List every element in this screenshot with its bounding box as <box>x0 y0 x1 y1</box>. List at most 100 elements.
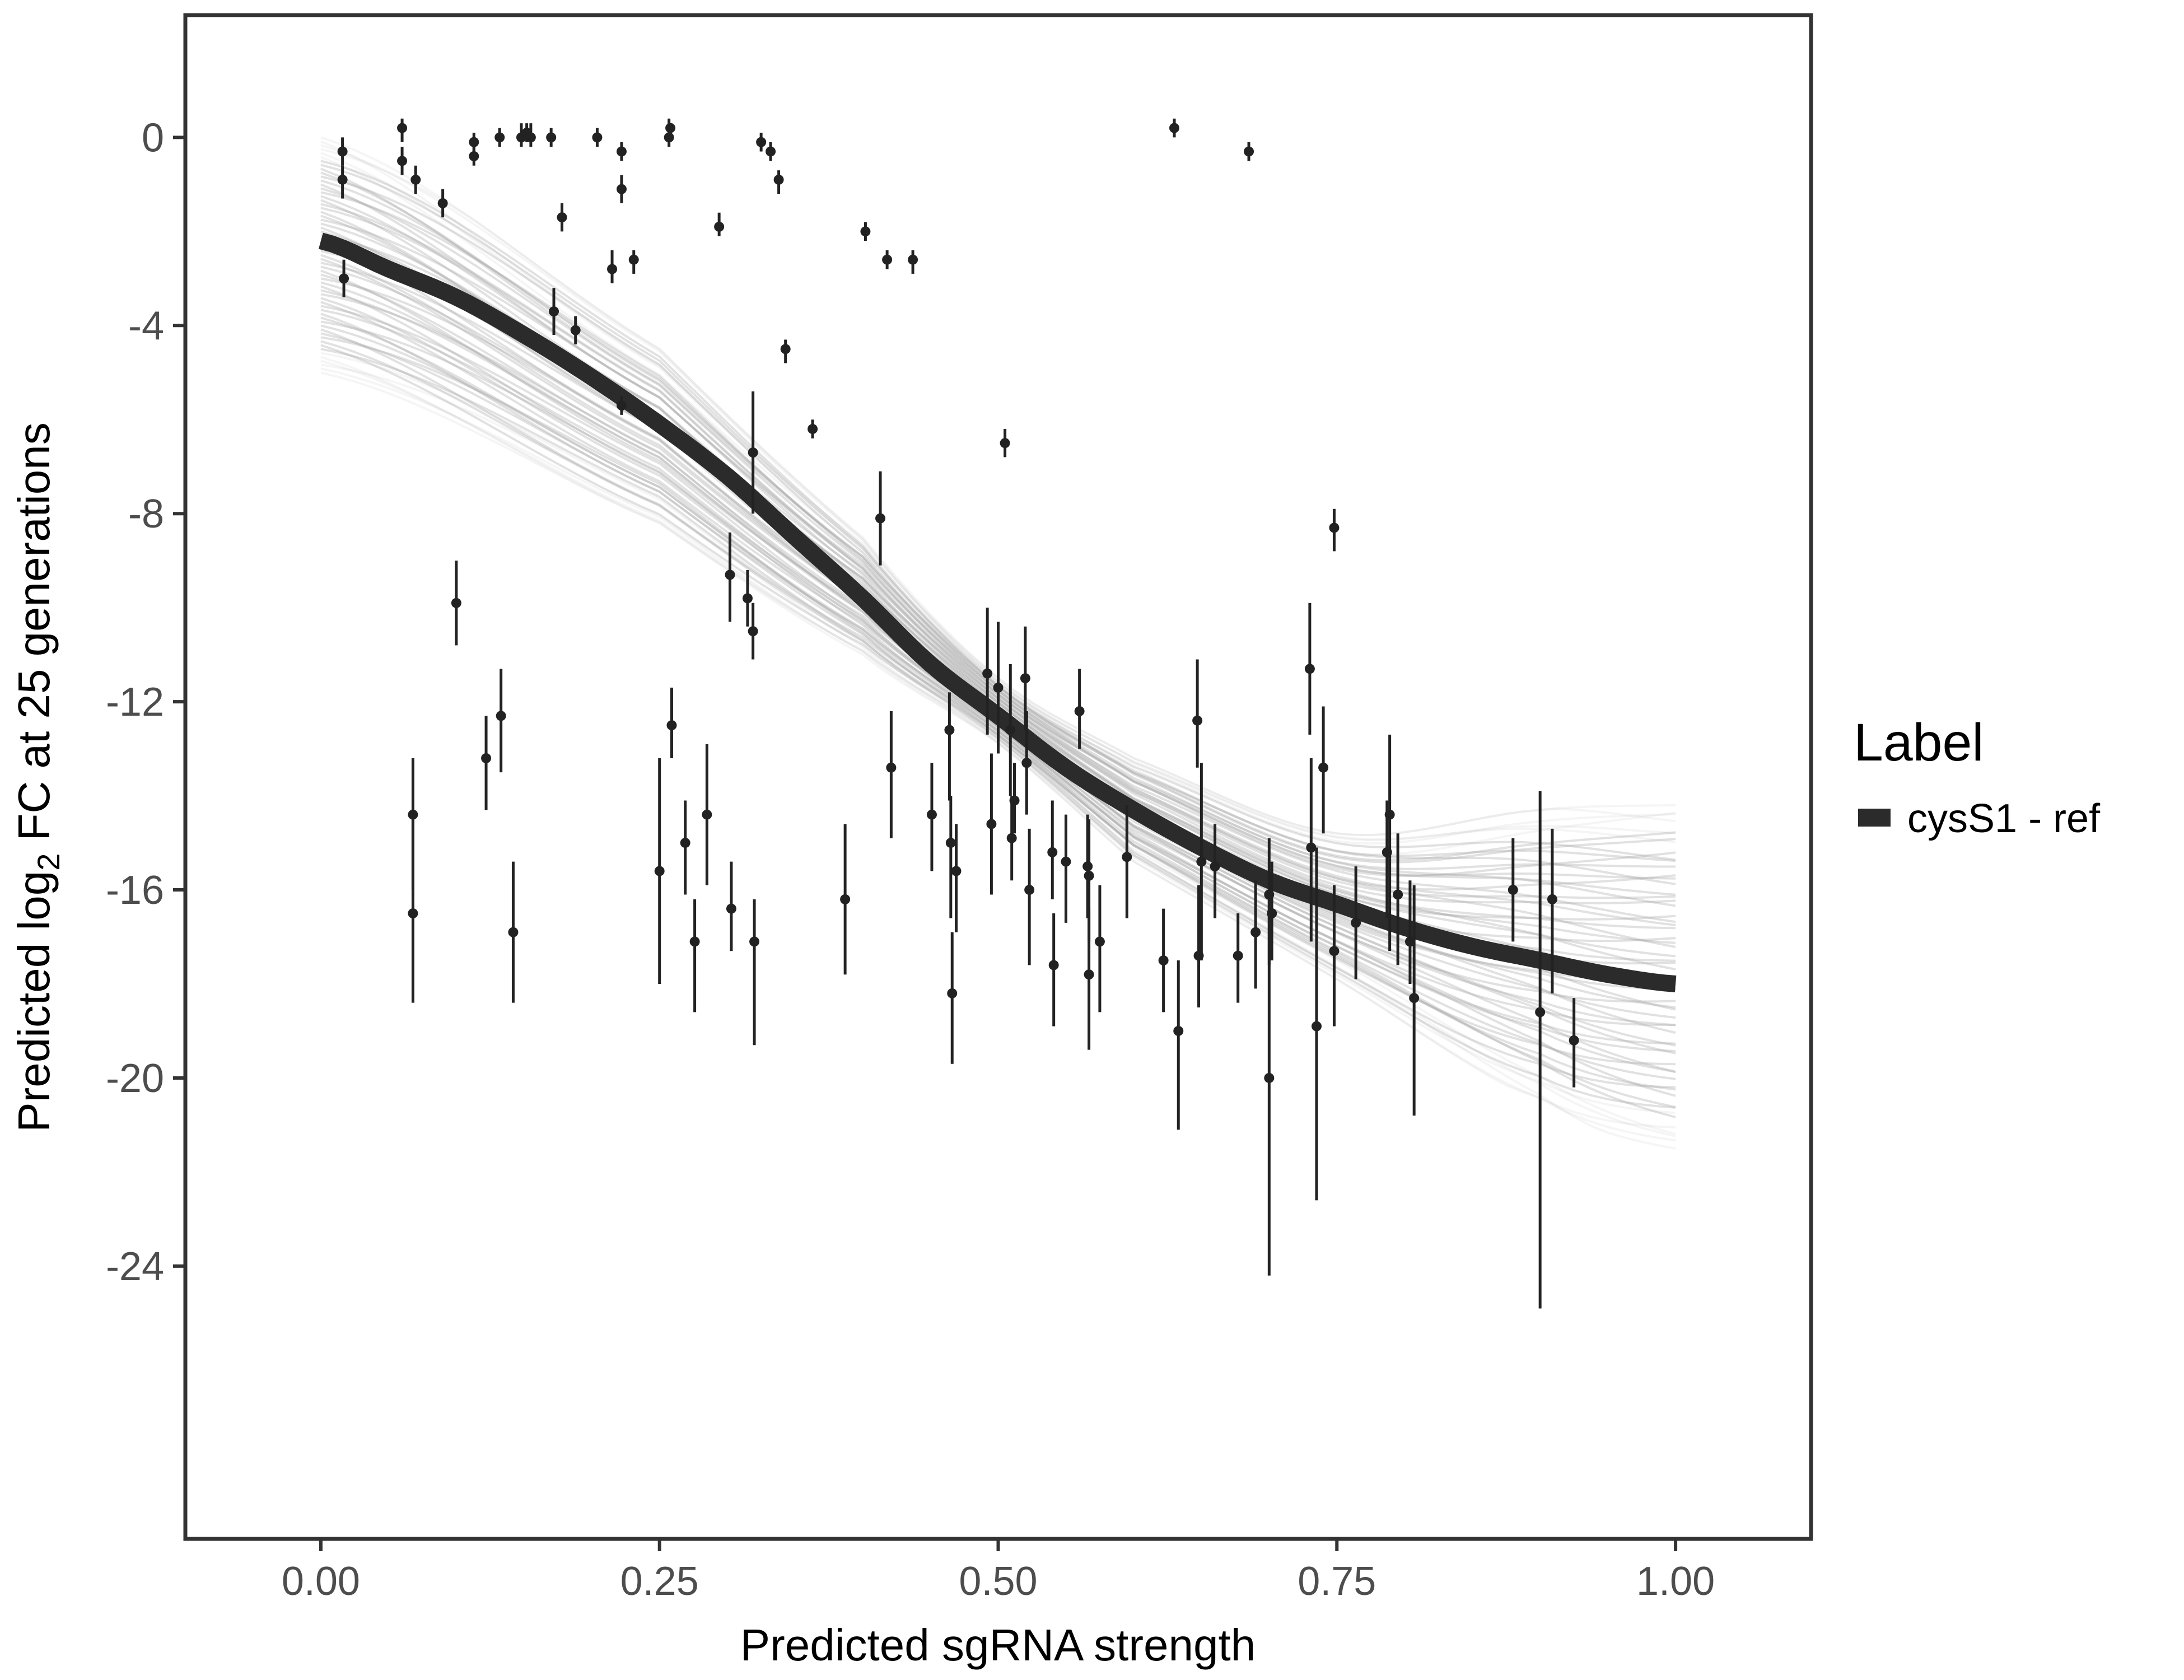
data-point <box>882 250 893 269</box>
data-point <box>616 142 627 161</box>
plot-panel-border <box>183 13 1813 1541</box>
point-marker <box>1192 715 1203 726</box>
data-point <box>1329 508 1340 552</box>
point-marker <box>1048 960 1059 970</box>
point-marker <box>337 174 348 185</box>
point-marker <box>875 513 886 524</box>
point-marker <box>742 593 753 604</box>
data-point <box>926 763 937 871</box>
point-marker <box>1233 950 1243 961</box>
point-marker <box>496 711 506 721</box>
point-marker <box>557 212 567 223</box>
point-marker <box>337 146 348 157</box>
point-marker <box>680 838 690 848</box>
data-point <box>1351 866 1361 979</box>
data-point <box>437 189 448 218</box>
data-point <box>1074 669 1085 749</box>
data-point <box>1047 800 1058 899</box>
point-marker <box>1006 833 1017 843</box>
data-point <box>875 471 886 566</box>
point-marker <box>951 866 962 876</box>
data-point <box>1192 659 1203 768</box>
data-point <box>546 128 557 147</box>
data-point <box>654 758 665 984</box>
point-marker <box>1074 706 1085 716</box>
point-marker <box>926 809 937 820</box>
point-marker <box>1084 969 1094 980</box>
point-marker <box>1020 673 1030 684</box>
data-point <box>1061 814 1071 923</box>
data-point <box>1508 838 1518 942</box>
data-point <box>947 932 958 1064</box>
data-point <box>1173 960 1184 1130</box>
point-marker <box>766 146 776 157</box>
data-point <box>1009 763 1020 834</box>
data-point <box>666 687 677 758</box>
data-point <box>337 137 348 166</box>
point-marker <box>607 264 618 274</box>
point-marker <box>1306 842 1317 853</box>
point-marker <box>1409 993 1420 1004</box>
y-axis-title: Predicted log2 FC at 25 generations <box>9 422 66 1132</box>
data-point <box>628 250 639 274</box>
point-marker <box>1024 885 1035 895</box>
data-point <box>408 819 418 1003</box>
data-point <box>1169 118 1179 138</box>
x-tick-label: 0.75 <box>1298 1559 1376 1604</box>
data-point <box>1264 890 1275 1276</box>
point-marker <box>993 682 1004 693</box>
data-point <box>714 212 725 236</box>
point-marker <box>1173 1026 1184 1036</box>
data-point <box>397 147 408 175</box>
point-marker <box>570 325 581 335</box>
point-marker <box>1210 861 1220 872</box>
data-point <box>1547 828 1557 993</box>
point-marker <box>469 151 479 161</box>
point-marker <box>525 132 536 143</box>
point-marker <box>749 936 760 947</box>
data-point <box>570 316 581 344</box>
data-point <box>397 118 408 142</box>
data-point <box>860 222 871 241</box>
data-point <box>1409 885 1420 1116</box>
data-point <box>410 165 421 194</box>
point-marker <box>947 988 958 998</box>
data-point <box>1267 861 1277 961</box>
data-point <box>780 339 791 363</box>
point-marker <box>397 156 408 166</box>
point-marker <box>1169 123 1179 133</box>
data-point <box>680 800 690 895</box>
x-tick-label: 1.00 <box>1636 1559 1715 1604</box>
data-point <box>993 622 1004 754</box>
data-point <box>886 711 897 838</box>
data-point <box>592 128 603 147</box>
point-marker <box>748 447 758 458</box>
data-point <box>726 861 736 951</box>
y-axis: 0 -4 -8 -12 -16 -20 -24 <box>106 115 184 1289</box>
data-point <box>1196 763 1207 961</box>
point-marker <box>882 254 893 265</box>
x-tick-label: 0.00 <box>282 1559 360 1604</box>
data-point <box>494 128 505 147</box>
y-tick-label: -24 <box>106 1244 164 1289</box>
data-point <box>496 669 506 773</box>
point-marker <box>1094 936 1105 947</box>
data-point <box>1084 819 1094 942</box>
data-point <box>748 391 758 514</box>
point-marker <box>1329 522 1340 533</box>
data-point <box>702 744 712 885</box>
point-marker <box>982 668 993 679</box>
data-point <box>742 570 753 627</box>
point-marker <box>616 146 627 157</box>
data-point <box>945 796 956 918</box>
point-marker <box>408 908 418 919</box>
data-point <box>337 165 348 199</box>
point-marker <box>748 626 758 637</box>
data-point <box>766 142 776 161</box>
data-point <box>1158 908 1169 1012</box>
legend-title: Label <box>1854 713 1984 772</box>
data-point <box>1329 885 1340 1026</box>
data-point <box>1244 142 1254 161</box>
x-tick-label: 0.25 <box>620 1559 699 1604</box>
